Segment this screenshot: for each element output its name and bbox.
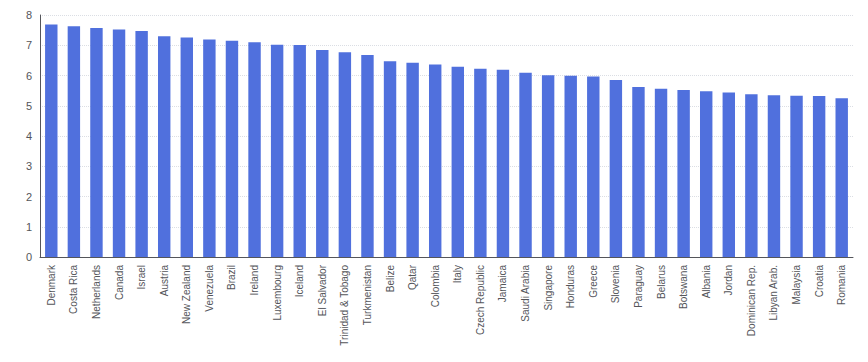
svg-text:Croatia: Croatia [814, 265, 825, 298]
svg-text:Qatar: Qatar [407, 264, 418, 290]
svg-text:Slovenia: Slovenia [610, 265, 621, 304]
svg-text:Libyan Arab.: Libyan Arab. [768, 265, 779, 321]
svg-text:Singapore: Singapore [543, 265, 554, 311]
svg-text:7: 7 [26, 39, 32, 51]
svg-text:Dominican Rep.: Dominican Rep. [746, 265, 757, 336]
svg-text:2: 2 [26, 191, 32, 203]
svg-text:0: 0 [26, 251, 32, 263]
svg-text:6: 6 [26, 70, 32, 82]
svg-text:Iceland: Iceland [294, 265, 305, 297]
svg-text:Jamaica: Jamaica [497, 265, 508, 303]
svg-text:Albania: Albania [701, 265, 712, 299]
svg-text:Luxembourg: Luxembourg [272, 265, 283, 321]
svg-text:Venezuela: Venezuela [204, 265, 215, 312]
svg-text:El Salvador: El Salvador [317, 264, 328, 316]
svg-text:Brazil: Brazil [226, 265, 237, 290]
svg-text:Belize: Belize [385, 265, 396, 293]
svg-text:Paraguay: Paraguay [633, 265, 644, 308]
svg-text:Israel: Israel [136, 265, 147, 289]
svg-text:Malaysia: Malaysia [791, 265, 802, 305]
svg-text:8: 8 [26, 9, 32, 21]
svg-text:Jordan: Jordan [723, 265, 734, 296]
svg-text:Belarus: Belarus [656, 265, 667, 299]
svg-text:Saudi Arabia: Saudi Arabia [520, 265, 531, 322]
svg-text:Honduras: Honduras [565, 265, 576, 308]
svg-text:Turkmenistan: Turkmenistan [362, 265, 373, 325]
svg-text:Ireland: Ireland [249, 265, 260, 296]
svg-text:Greece: Greece [588, 265, 599, 298]
svg-text:1: 1 [26, 221, 32, 233]
svg-text:5: 5 [26, 100, 32, 112]
svg-text:Italy: Italy [452, 265, 463, 283]
svg-text:Botswana: Botswana [678, 265, 689, 309]
svg-text:Netherlands: Netherlands [91, 265, 102, 319]
svg-text:3: 3 [26, 160, 32, 172]
svg-text:Costa Rica: Costa Rica [68, 265, 79, 314]
svg-text:Romania: Romania [836, 265, 847, 305]
svg-text:Czech Republic: Czech Republic [475, 265, 486, 335]
svg-text:Denmark: Denmark [46, 264, 57, 306]
svg-text:Austria: Austria [159, 265, 170, 297]
svg-text:Canada: Canada [114, 265, 125, 300]
svg-text:Colombia: Colombia [430, 265, 441, 308]
svg-text:4: 4 [26, 130, 32, 142]
svg-text:New Zealand: New Zealand [181, 265, 192, 324]
svg-text:Trinidad & Tobago: Trinidad & Tobago [339, 265, 350, 346]
